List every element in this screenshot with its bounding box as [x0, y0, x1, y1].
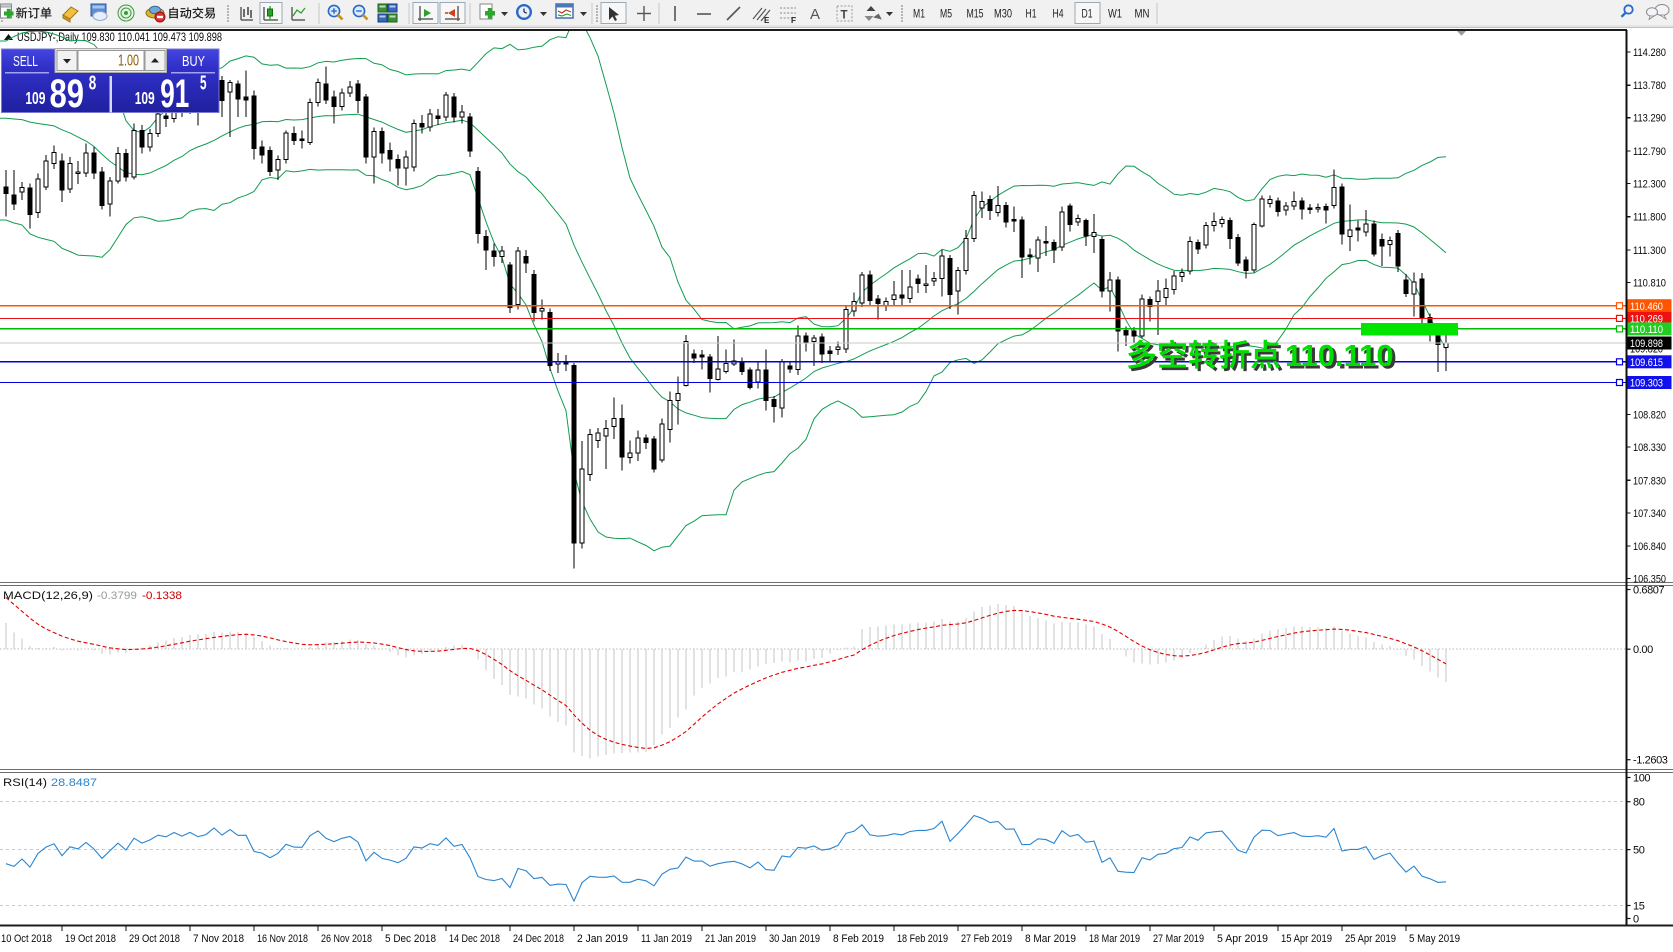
svg-text:15: 15 — [1633, 901, 1645, 913]
svg-text:107.830: 107.830 — [1633, 475, 1666, 487]
svg-text:2 Jan 2019: 2 Jan 2019 — [577, 933, 628, 945]
svg-text:7 Nov 2018: 7 Nov 2018 — [193, 933, 244, 945]
svg-text:109: 109 — [25, 88, 45, 108]
svg-text:MACD(12,26,9): MACD(12,26,9) — [3, 590, 93, 602]
svg-text:-0.3799: -0.3799 — [97, 590, 137, 602]
svg-text:100: 100 — [1633, 773, 1650, 785]
svg-text:15 Apr 2019: 15 Apr 2019 — [1281, 933, 1332, 945]
svg-text:29 Oct 2018: 29 Oct 2018 — [129, 933, 180, 945]
svg-text:5 Apr 2019: 5 Apr 2019 — [1217, 933, 1268, 945]
svg-text:25 Apr 2019: 25 Apr 2019 — [1345, 933, 1396, 945]
svg-text:109.615: 109.615 — [1630, 357, 1663, 369]
svg-text:SELL: SELL — [13, 53, 38, 70]
svg-text:0: 0 — [1633, 914, 1639, 926]
svg-text:111.300: 111.300 — [1633, 245, 1666, 257]
svg-text:8: 8 — [89, 72, 97, 94]
svg-text:-1.2603: -1.2603 — [1633, 755, 1668, 767]
svg-text:21 Jan 2019: 21 Jan 2019 — [705, 933, 756, 945]
svg-text:RSI(14): RSI(14) — [3, 777, 47, 789]
svg-text:112.790: 112.790 — [1633, 146, 1666, 158]
svg-text:MN: MN — [1135, 9, 1150, 21]
svg-text:27 Mar 2019: 27 Mar 2019 — [1153, 933, 1204, 945]
svg-text:1.00: 1.00 — [118, 53, 139, 70]
svg-text:D1: D1 — [1082, 9, 1093, 21]
svg-text:26 Nov 2018: 26 Nov 2018 — [321, 933, 372, 945]
svg-text:H1: H1 — [1026, 9, 1037, 21]
svg-text:109: 109 — [135, 88, 155, 108]
svg-text:28.8487: 28.8487 — [51, 777, 97, 789]
svg-text:110.110: 110.110 — [1288, 341, 1397, 376]
svg-text:106.840: 106.840 — [1633, 541, 1666, 553]
svg-text:110.110: 110.110 — [1285, 338, 1394, 373]
svg-text:H4: H4 — [1053, 9, 1064, 21]
svg-text:89: 89 — [50, 72, 85, 116]
svg-text:M30: M30 — [994, 9, 1012, 21]
svg-text:50: 50 — [1633, 845, 1645, 857]
svg-text:110.810: 110.810 — [1633, 277, 1666, 289]
svg-text:18 Feb 2019: 18 Feb 2019 — [897, 933, 948, 945]
svg-text:108.330: 108.330 — [1633, 442, 1666, 454]
svg-text:19 Oct 2018: 19 Oct 2018 — [65, 933, 116, 945]
svg-text:10 Oct 2018: 10 Oct 2018 — [1, 933, 52, 945]
svg-text:110.110: 110.110 — [1630, 324, 1663, 336]
svg-text:112.300: 112.300 — [1633, 179, 1666, 191]
svg-text:5 Dec 2018: 5 Dec 2018 — [385, 933, 436, 945]
svg-text:106.350: 106.350 — [1633, 574, 1666, 586]
svg-text:M1: M1 — [913, 9, 925, 21]
svg-text:T: T — [841, 10, 848, 22]
svg-text:8 Mar 2019: 8 Mar 2019 — [1025, 933, 1076, 945]
svg-text:0.00: 0.00 — [1633, 644, 1653, 656]
svg-text:24 Dec 2018: 24 Dec 2018 — [513, 933, 564, 945]
svg-text:11 Jan 2019: 11 Jan 2019 — [641, 933, 692, 945]
svg-text:109.303: 109.303 — [1630, 378, 1663, 390]
svg-text:A: A — [810, 6, 820, 23]
svg-text:113.780: 113.780 — [1633, 80, 1666, 92]
svg-text:80: 80 — [1633, 797, 1645, 809]
svg-text:114.280: 114.280 — [1633, 47, 1666, 59]
svg-text:30 Jan 2019: 30 Jan 2019 — [769, 933, 820, 945]
svg-text:E: E — [764, 16, 770, 25]
svg-text:-0.1338: -0.1338 — [142, 590, 182, 602]
svg-text:0.6807: 0.6807 — [1633, 585, 1665, 597]
svg-text:W1: W1 — [1108, 9, 1122, 21]
svg-text:109.898: 109.898 — [1630, 338, 1663, 350]
svg-text:108.820: 108.820 — [1633, 410, 1666, 422]
svg-text:BUY: BUY — [182, 53, 205, 70]
svg-text:M5: M5 — [940, 9, 952, 21]
svg-text:110.460: 110.460 — [1630, 301, 1663, 313]
svg-text:113.290: 113.290 — [1633, 113, 1666, 125]
svg-text:27 Feb 2019: 27 Feb 2019 — [961, 933, 1012, 945]
svg-text:16 Nov 2018: 16 Nov 2018 — [257, 933, 308, 945]
svg-text:91: 91 — [160, 72, 189, 116]
svg-text:F: F — [791, 16, 796, 25]
svg-text:111.800: 111.800 — [1633, 212, 1666, 224]
svg-text:5 May 2019: 5 May 2019 — [1409, 933, 1460, 945]
svg-text:14 Dec 2018: 14 Dec 2018 — [449, 933, 500, 945]
svg-text:5: 5 — [200, 72, 207, 94]
svg-text:18 Mar 2019: 18 Mar 2019 — [1089, 933, 1140, 945]
svg-text:8 Feb 2019: 8 Feb 2019 — [833, 933, 884, 945]
svg-text:107.340: 107.340 — [1633, 508, 1666, 520]
svg-text:M15: M15 — [967, 9, 984, 21]
